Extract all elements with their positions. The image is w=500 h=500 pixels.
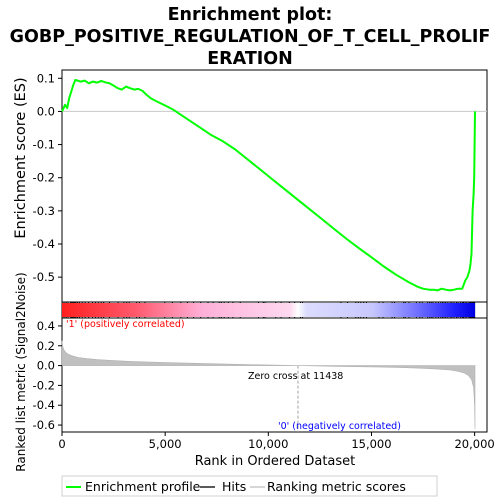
ranking-gradient-band [62, 303, 476, 317]
rank-y-tick-label: 0.2 [37, 339, 55, 353]
chart-title-line-2: GOBP_POSITIVE_REGULATION_OF_T_CELL_PROLI… [10, 27, 491, 47]
enrichment-profile-line [61, 78, 476, 292]
negative-correlation-label: '0' (negatively correlated) [278, 421, 401, 432]
es-y-ticks: 0.1 0.0 -0.1 -0.2 -0.3 -0.4 -0.5 [33, 71, 62, 284]
es-y-tick-label: -0.2 [33, 171, 55, 185]
es-y-tick-label: 0.1 [37, 71, 55, 85]
es-y-tick-label: -0.4 [33, 237, 55, 251]
chart-title-line-3: ERATION [207, 49, 293, 69]
rank-y-tick-label: -0.2 [33, 378, 55, 392]
rank-y-tick-label: -0.6 [33, 418, 55, 432]
es-y-axis-label: Enrichment score (ES) [13, 77, 29, 238]
legend-hits-label: Hits [222, 479, 246, 494]
rank-y-tick-label: 0.0 [37, 359, 55, 373]
rank-y-tick-label: -0.4 [33, 398, 55, 412]
x-axis-label: Rank in Ordered Dataset [195, 454, 356, 469]
es-y-tick-label: -0.3 [33, 204, 55, 218]
legend-enrichment-label: Enrichment profile [85, 479, 201, 494]
x-tick-label: 10,000 [248, 437, 288, 451]
legend-ranking-label: Ranking metric scores [267, 479, 406, 494]
es-panel-frame [61, 69, 488, 303]
ranking-color-band [62, 303, 476, 317]
zero-cross-label: Zero cross at 11438 [248, 371, 343, 382]
x-tick-label: 15,000 [351, 437, 391, 451]
chart-title-line-1: Enrichment plot: [168, 5, 333, 25]
x-tick-label: 20,000 [454, 437, 494, 451]
rank-y-axis-label: Ranked list metric (Signal2Noise) [14, 272, 28, 471]
legend: Enrichment profile Hits Ranking metric s… [61, 475, 438, 497]
rank-y-tick-label: 0.4 [37, 319, 55, 333]
rank-panel-frame [61, 317, 488, 433]
x-tick-label: 0 [58, 437, 65, 451]
es-y-tick-label: 0.0 [37, 104, 55, 118]
es-y-tick-label: -0.5 [33, 270, 55, 284]
x-ticks: 0 5,000 10,000 15,000 20,000 [58, 432, 495, 451]
es-y-tick-label: -0.1 [33, 138, 55, 152]
rank-y-ticks: 0.4 0.2 0.0 -0.2 -0.4 -0.6 [33, 319, 62, 432]
positive-correlation-label: '1' (positively correlated) [66, 319, 185, 330]
enrichment-profile [61, 78, 476, 292]
x-tick-label: 5,000 [149, 437, 182, 451]
legend-frame [61, 475, 438, 497]
